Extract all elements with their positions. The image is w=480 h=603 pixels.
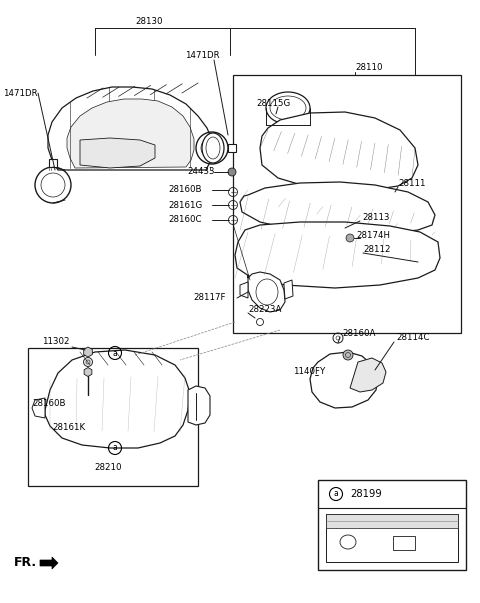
Polygon shape	[235, 222, 440, 288]
Text: 11302: 11302	[42, 338, 70, 347]
Polygon shape	[284, 280, 293, 299]
Polygon shape	[40, 557, 58, 569]
Bar	[233, 75, 461, 333]
Text: 28160B: 28160B	[32, 399, 65, 408]
Circle shape	[228, 168, 236, 176]
Text: 1140FY: 1140FY	[293, 367, 325, 376]
Text: 28115G: 28115G	[256, 98, 290, 107]
Bar	[393, 536, 415, 550]
Text: 28223A: 28223A	[248, 306, 281, 315]
Polygon shape	[248, 272, 285, 312]
Circle shape	[343, 350, 353, 360]
Polygon shape	[260, 112, 418, 190]
Text: 28161G: 28161G	[168, 201, 202, 209]
Text: 28113: 28113	[362, 213, 389, 223]
Text: 28117F: 28117F	[193, 294, 226, 303]
Polygon shape	[48, 87, 213, 170]
Polygon shape	[240, 282, 248, 298]
Ellipse shape	[202, 133, 224, 163]
Text: FR.: FR.	[14, 557, 37, 569]
Text: 28110: 28110	[355, 63, 383, 72]
Polygon shape	[67, 99, 194, 168]
Polygon shape	[310, 352, 378, 408]
Text: 28160C: 28160C	[168, 215, 202, 224]
Bar	[326, 514, 458, 528]
Polygon shape	[84, 367, 92, 376]
Text: 28210: 28210	[94, 464, 122, 473]
Ellipse shape	[266, 92, 310, 124]
Text: a: a	[113, 443, 118, 452]
Text: 28130: 28130	[135, 17, 163, 27]
Text: 1471DR: 1471DR	[3, 89, 37, 98]
Text: 1471DR: 1471DR	[185, 51, 220, 60]
Text: 28174H: 28174H	[356, 230, 390, 239]
Bar	[318, 480, 466, 570]
Text: 28199: 28199	[350, 489, 382, 499]
Bar	[228, 144, 236, 152]
Text: a: a	[113, 349, 118, 358]
Polygon shape	[84, 347, 92, 357]
Text: 28160A: 28160A	[342, 329, 375, 338]
Polygon shape	[188, 386, 210, 425]
Bar	[49, 159, 57, 167]
Text: 28161K: 28161K	[52, 423, 85, 432]
Text: 28160B: 28160B	[168, 186, 202, 195]
Text: 28112: 28112	[363, 245, 391, 254]
Text: a: a	[334, 490, 338, 499]
Text: 24433: 24433	[187, 168, 215, 177]
Polygon shape	[45, 350, 190, 448]
Bar	[326, 514, 458, 562]
Circle shape	[84, 358, 93, 367]
Polygon shape	[80, 138, 155, 168]
Text: 28114C: 28114C	[396, 333, 430, 343]
Polygon shape	[350, 358, 386, 392]
Circle shape	[346, 234, 354, 242]
Bar	[28, 348, 198, 486]
Polygon shape	[32, 398, 45, 418]
Text: 28111: 28111	[398, 178, 425, 188]
Polygon shape	[240, 182, 435, 234]
